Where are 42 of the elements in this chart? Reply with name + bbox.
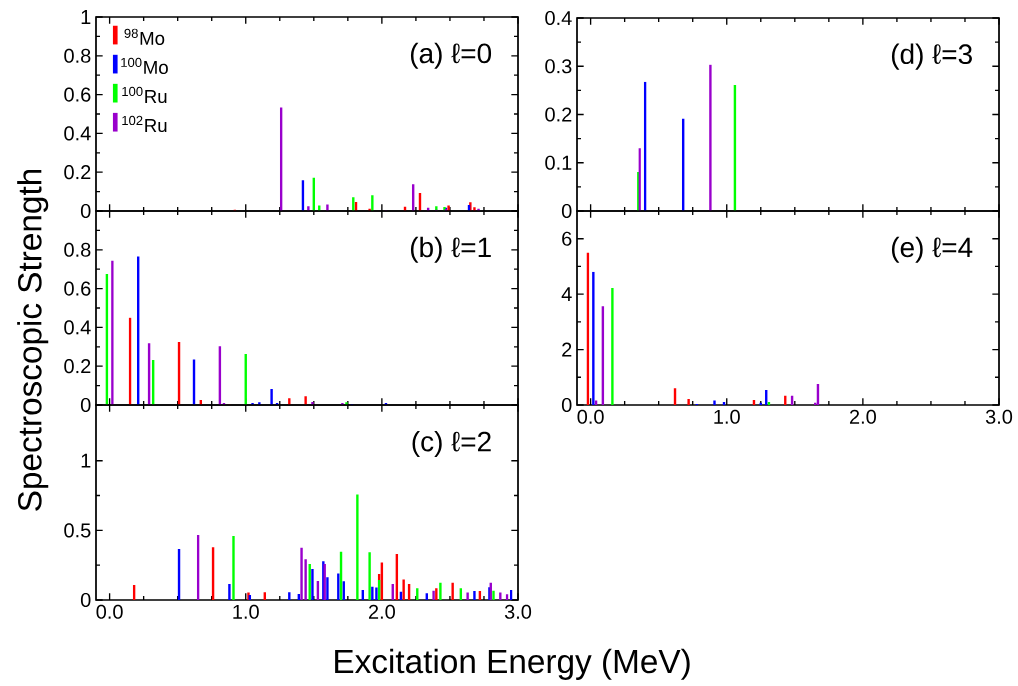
- y-tick-label: 0: [561, 203, 572, 219]
- y-tick-label: 0.5: [64, 523, 91, 538]
- legend-label: $^{98}$Mo: [124, 28, 165, 45]
- y-tick-label: 0.8: [64, 48, 91, 63]
- x-tick-label: 0.0: [96, 604, 123, 619]
- x-tick-label: 0.0: [577, 409, 604, 424]
- annotation: (b) ℓ=1: [410, 236, 491, 263]
- annotation: (d) ℓ=3: [891, 43, 972, 70]
- y-tick-label: 1: [81, 10, 91, 24]
- x-tick-label: 3.0: [985, 409, 1013, 424]
- y-tick-label: 0.4: [64, 320, 91, 335]
- y-tick-label: 0.2: [545, 107, 572, 122]
- y-tick-label: 0.2: [64, 165, 91, 180]
- y-tick-label: 2: [562, 342, 572, 357]
- annotation: (e) ℓ=4: [891, 236, 973, 263]
- y-tick-label: 0.4: [64, 126, 91, 141]
- y-tick-label: 0.6: [64, 87, 91, 102]
- y-axis-title: Spectroscopic Strength: [17, 169, 49, 511]
- annotation: (c) ℓ=2: [412, 430, 491, 458]
- y-tick-label: 0.2: [64, 359, 91, 374]
- y-tick-label: 1: [81, 453, 91, 468]
- legend-label: $^{102}$Ru: [122, 115, 167, 133]
- x-tick-label: 2.0: [849, 409, 876, 424]
- legend-label: $^{100}$Mo: [121, 57, 168, 75]
- x-axis-title: Excitation Energy (MeV): [335, 648, 690, 680]
- x-tick-label: 1.0: [233, 604, 259, 619]
- y-tick-label: 0.1: [545, 155, 572, 170]
- annotation: (a) ℓ=0: [410, 42, 492, 69]
- y-tick-label: 0.3: [545, 59, 572, 74]
- y-tick-label: 0: [80, 592, 91, 608]
- y-tick-label: 6: [562, 231, 572, 246]
- y-tick-label: 0: [80, 397, 91, 413]
- legend-label: $^{100}$Ru: [122, 86, 167, 104]
- y-tick-label: 0.6: [64, 281, 91, 296]
- y-tick-label: 0.4: [545, 10, 572, 26]
- x-tick-label: 2.0: [368, 604, 395, 619]
- y-tick-label: 4: [561, 287, 572, 302]
- y-tick-label: 0: [561, 397, 572, 413]
- y-tick-label: 0: [80, 203, 91, 219]
- x-tick-label: 3.0: [504, 604, 532, 619]
- x-tick-label: 1.0: [714, 409, 740, 424]
- y-tick-label: 0.8: [64, 242, 91, 257]
